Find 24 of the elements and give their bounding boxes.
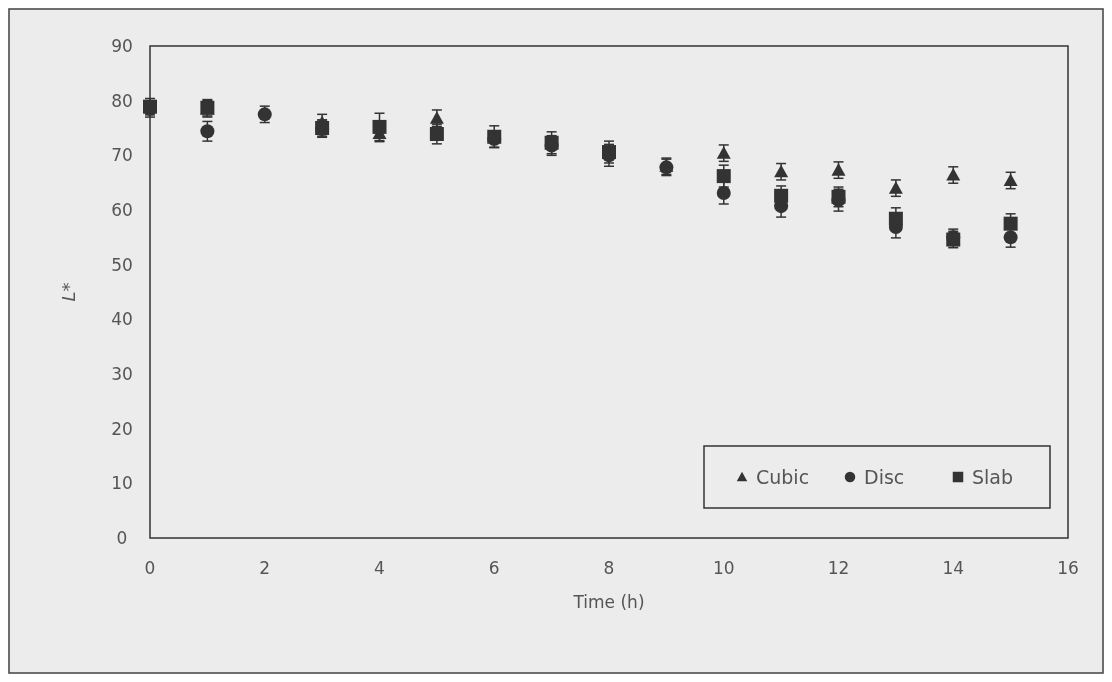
x-tick-label: 4 — [374, 558, 385, 578]
x-tick-label: 8 — [603, 558, 615, 578]
x-tick-label: 14 — [942, 558, 965, 578]
y-tick-label: 90 — [111, 36, 133, 56]
x-axis-title: Time (h) — [572, 592, 645, 612]
y-axis-title: L* — [58, 282, 79, 302]
y-tick-label: 30 — [111, 364, 133, 384]
legend-label: Cubic — [756, 466, 810, 488]
x-tick-label: 0 — [144, 558, 156, 578]
x-tick-label: 10 — [712, 558, 735, 578]
legend-label: Slab — [972, 466, 1014, 488]
x-tick-label: 16 — [1057, 558, 1079, 578]
y-tick-label: 50 — [111, 254, 133, 275]
y-tick-label: 0 — [116, 528, 128, 548]
x-tick-label: 12 — [827, 558, 850, 578]
y-tick-label: 20 — [111, 418, 133, 439]
x-tick-label: 6 — [488, 558, 500, 578]
y-tick-label: 80 — [111, 90, 133, 111]
y-tick-label: 60 — [111, 200, 133, 220]
y-tick-label: 70 — [111, 145, 133, 166]
y-tick-label: 40 — [111, 309, 133, 330]
y-tick-label: 10 — [111, 473, 133, 494]
x-tick-label: 2 — [259, 558, 271, 578]
legend-label: Disc — [864, 466, 905, 488]
